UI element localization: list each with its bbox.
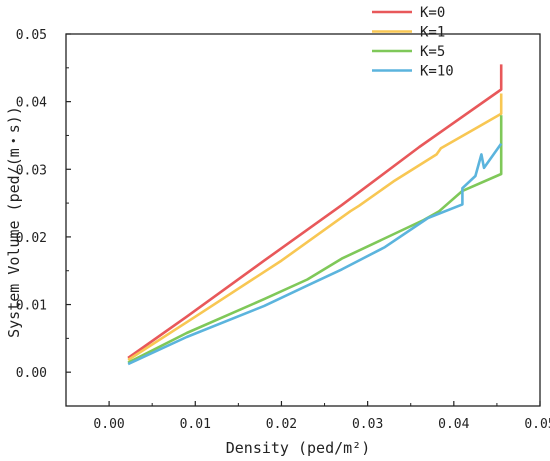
y-tick-label: 0.03 — [16, 163, 47, 178]
x-tick-label: 0.00 — [93, 417, 124, 432]
y-axis-title: System Volume (ped/(m・s)) — [5, 106, 23, 338]
series-line-0 — [127, 64, 503, 360]
y-tick-label: 0.05 — [16, 28, 47, 43]
legend: K=0 K=1 K=5 K=10 — [372, 5, 454, 80]
legend-label: K=1 — [420, 25, 445, 41]
legend-label: K=5 — [420, 44, 445, 60]
y-tick-label: 0.00 — [16, 366, 47, 381]
x-tick-label: 0.01 — [180, 417, 211, 432]
axis-ticks: 0.00 0.00 0.01 0.01 0.02 0.02 0.03 0.03 0.04 0.04… — [16, 28, 550, 432]
y-tick-label: 0.04 — [16, 96, 47, 111]
plot-border — [65, 33, 541, 407]
series-line-3 — [127, 142, 503, 366]
x-axis-title: Density (ped/m²) — [226, 439, 371, 457]
series-line-2 — [127, 115, 503, 364]
legend-label: K=10 — [420, 64, 454, 80]
x-tick-label: 0.05 — [524, 417, 550, 432]
y-tick-label: 0.02 — [16, 231, 47, 246]
x-tick-label: 0.04 — [438, 417, 469, 432]
plot-frame — [65, 33, 541, 407]
x-tick-label: 0.03 — [352, 417, 383, 432]
x-tick-label: 0.02 — [266, 417, 297, 432]
series-line-1 — [127, 93, 503, 362]
legend-label: K=0 — [420, 5, 445, 21]
y-tick-label: 0.01 — [16, 299, 47, 314]
series-lines — [127, 64, 503, 366]
